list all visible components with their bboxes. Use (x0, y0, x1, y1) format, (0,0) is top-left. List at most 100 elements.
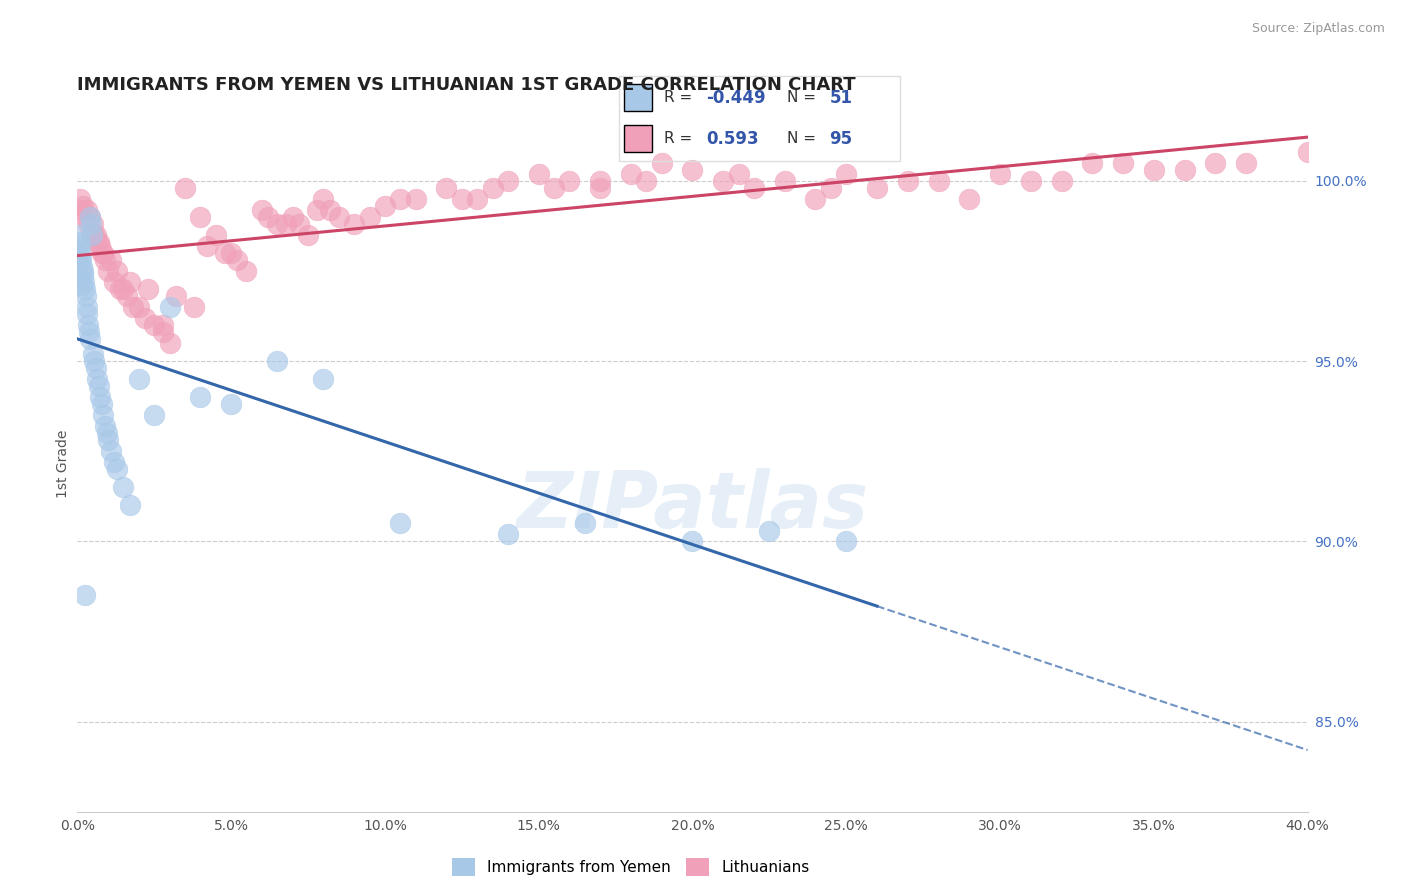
Point (1112, 156, 1135, 170)
Point (70, 202, 93, 217)
Point (589, 174, 612, 188)
Point (389, 516, 412, 531)
Point (897, 174, 920, 188)
Text: -0.449: -0.449 (706, 89, 765, 107)
Point (96, 426, 118, 441)
Point (266, 354, 288, 368)
Y-axis label: 1st Grade: 1st Grade (56, 430, 70, 498)
Point (112, 480, 135, 494)
Point (67, 227, 90, 242)
Point (100, 253, 122, 268)
Point (1081, 156, 1104, 170)
Point (281, 210, 304, 224)
Text: IMMIGRANTS FROM YEMEN VS LITHUANIAN 1ST GRADE CORRELATION CHART: IMMIGRANTS FROM YEMEN VS LITHUANIAN 1ST … (77, 76, 856, 94)
Point (682, 163, 704, 178)
Point (835, 534, 858, 549)
Point (1174, 163, 1197, 178)
Point (682, 534, 704, 549)
Text: 0.593: 0.593 (706, 129, 758, 147)
Point (84, 361, 107, 376)
Point (436, 181, 458, 195)
Point (773, 174, 796, 188)
Point (93, 246, 115, 260)
Point (77, 217, 100, 231)
Point (72, 264, 94, 278)
Point (152, 325, 174, 339)
Point (727, 167, 749, 181)
Point (1204, 156, 1226, 170)
Point (318, 202, 340, 217)
Point (374, 199, 396, 213)
Point (343, 217, 366, 231)
Point (70, 260, 93, 275)
Point (219, 246, 242, 260)
Text: N =: N = (787, 90, 821, 105)
Point (72, 268, 94, 282)
Point (496, 527, 519, 541)
Point (76, 202, 98, 217)
Point (288, 217, 311, 231)
Point (235, 264, 257, 278)
Point (100, 444, 122, 458)
Point (128, 372, 150, 386)
Point (152, 318, 174, 332)
Point (190, 210, 212, 224)
Point (174, 181, 197, 195)
Point (204, 227, 226, 242)
Point (77, 325, 100, 339)
Point (143, 318, 166, 332)
Point (276, 217, 298, 231)
Point (90, 397, 114, 411)
Point (307, 202, 329, 217)
Point (83, 227, 105, 242)
Point (742, 181, 765, 195)
Point (84, 227, 107, 242)
Point (219, 397, 242, 411)
Point (328, 210, 350, 224)
Point (450, 192, 472, 206)
Point (589, 181, 612, 195)
Point (711, 174, 734, 188)
Point (957, 192, 980, 206)
Point (67, 235, 90, 249)
Point (110, 282, 132, 296)
Point (195, 238, 218, 252)
Point (758, 524, 780, 538)
Point (103, 275, 125, 289)
Point (97, 264, 120, 278)
Text: ZIPatlas: ZIPatlas (516, 467, 869, 543)
Point (69, 238, 91, 252)
Point (73, 275, 96, 289)
Point (86, 372, 108, 386)
Point (481, 181, 503, 195)
Text: R =: R = (664, 131, 702, 146)
Point (70, 278, 93, 293)
Point (105, 264, 128, 278)
Point (73, 589, 96, 603)
Text: N =: N = (787, 131, 821, 146)
Point (159, 300, 181, 314)
Point (297, 227, 319, 242)
Point (359, 210, 381, 224)
Point (112, 282, 135, 296)
Point (80, 227, 103, 242)
Point (496, 174, 519, 188)
Point (105, 462, 128, 476)
Point (558, 174, 581, 188)
Point (89, 238, 111, 252)
Point (76, 307, 98, 321)
Point (266, 217, 288, 231)
Point (118, 275, 141, 289)
Point (136, 282, 159, 296)
Point (89, 390, 111, 404)
Point (651, 156, 673, 170)
Point (165, 289, 187, 303)
Point (69, 250, 91, 264)
Point (93, 408, 115, 422)
Point (121, 300, 143, 314)
Point (312, 372, 335, 386)
Point (312, 192, 335, 206)
Point (1050, 174, 1073, 188)
Point (128, 300, 150, 314)
Point (79, 210, 101, 224)
